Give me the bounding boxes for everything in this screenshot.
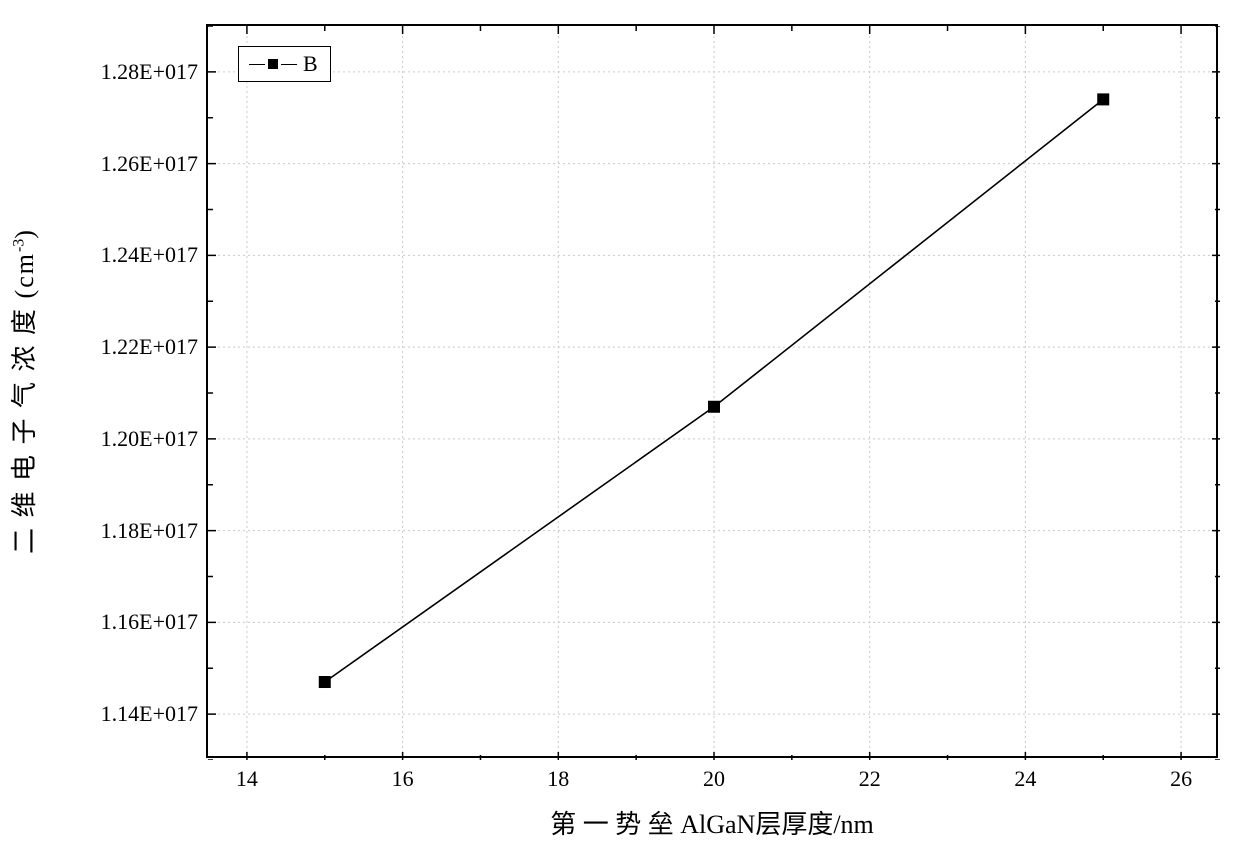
- y-axis-title: 二 维 电 子 气 浓 度 (cm-3): [4, 228, 41, 554]
- y-tick-label: 1.24E+017: [101, 242, 208, 268]
- y-tick-label: 1.22E+017: [101, 334, 208, 360]
- y-tick-label: 1.16E+017: [101, 609, 208, 635]
- x-tick-label: 24: [1014, 756, 1036, 792]
- legend-line-segment: [281, 64, 297, 65]
- plot-frame: B 1.14E+0171.16E+0171.18E+0171.20E+0171.…: [206, 24, 1218, 758]
- legend-label: B: [303, 51, 318, 77]
- y-tick-label: 1.26E+017: [101, 151, 208, 177]
- x-tick-label: 26: [1170, 756, 1192, 792]
- legend-line-segment: [249, 64, 265, 65]
- legend-sample: [249, 54, 297, 74]
- x-tick-label: 14: [236, 756, 258, 792]
- x-tick-label: 16: [392, 756, 414, 792]
- y-tick-label: 1.18E+017: [101, 518, 208, 544]
- plot-svg: [208, 26, 1220, 760]
- x-axis-title: 第 一 势 垒 AlGaN层厚度/nm: [550, 804, 874, 841]
- x-tick-label: 18: [547, 756, 569, 792]
- x-tick-label: 20: [703, 756, 725, 792]
- chart-container: B 1.14E+017 1.16E+017 1.18E+017 1.20E+017 1.…: [0, 0, 1240, 842]
- y-tick-label: 1.28E+017: [101, 59, 208, 85]
- x-tick-label: 22: [859, 756, 881, 792]
- y-tick-label: 1.14E+017: [101, 701, 208, 727]
- legend-marker-square: [268, 59, 278, 69]
- legend: B: [238, 46, 331, 82]
- y-tick-label: 1.20E+017: [101, 426, 208, 452]
